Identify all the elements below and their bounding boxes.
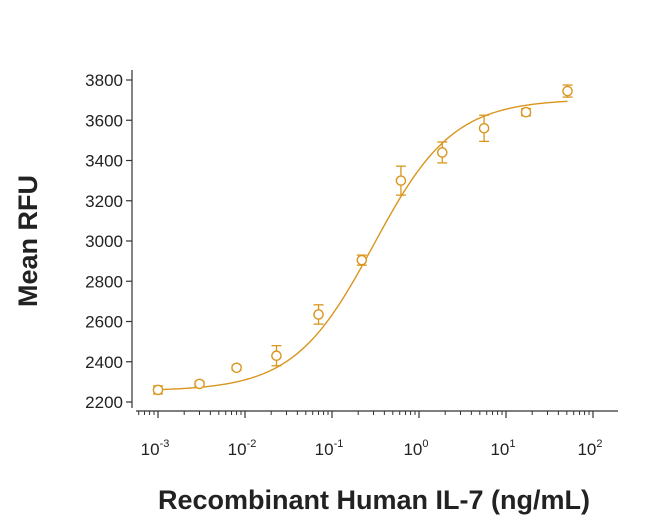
data-point bbox=[271, 350, 282, 362]
y-tick-label: 2600 bbox=[85, 313, 123, 332]
x-tick-label: 100 bbox=[403, 438, 428, 459]
data-point bbox=[478, 123, 490, 134]
data-point bbox=[356, 254, 368, 266]
x-tick-label: 10-3 bbox=[141, 438, 170, 459]
x-axis-title: Recombinant Human IL-7 (ng/mL) bbox=[158, 485, 590, 515]
data-point bbox=[313, 309, 324, 320]
x-tick-label: 102 bbox=[577, 438, 602, 459]
y-tick-label: 3200 bbox=[85, 192, 123, 211]
y-tick-label: 2200 bbox=[85, 393, 123, 412]
data-point bbox=[231, 362, 242, 374]
data-point bbox=[395, 175, 407, 186]
y-tick-label: 3800 bbox=[85, 71, 123, 90]
x-tick-label: 101 bbox=[490, 438, 515, 459]
plot-area bbox=[152, 84, 573, 396]
data-point bbox=[520, 106, 532, 118]
x-tick-label: 10-2 bbox=[228, 438, 257, 459]
y-axis-title: Mean RFU bbox=[13, 175, 43, 307]
data-point bbox=[562, 85, 573, 97]
data-point bbox=[436, 147, 448, 158]
fit-curve bbox=[157, 100, 568, 391]
y-tick-label: 2800 bbox=[85, 272, 123, 291]
y-tick-label: 3000 bbox=[85, 232, 123, 251]
x-tick-label: 10-1 bbox=[315, 438, 344, 459]
data-point bbox=[152, 384, 164, 396]
y-tick-label: 3400 bbox=[85, 152, 123, 171]
axes: 2200 2400 2600 2800 3000 3200 3400 3600 3800 10-3… bbox=[85, 70, 618, 459]
y-tick-label: 2400 bbox=[85, 353, 123, 372]
data-point bbox=[194, 378, 205, 390]
y-tick-label: 3600 bbox=[85, 111, 123, 130]
